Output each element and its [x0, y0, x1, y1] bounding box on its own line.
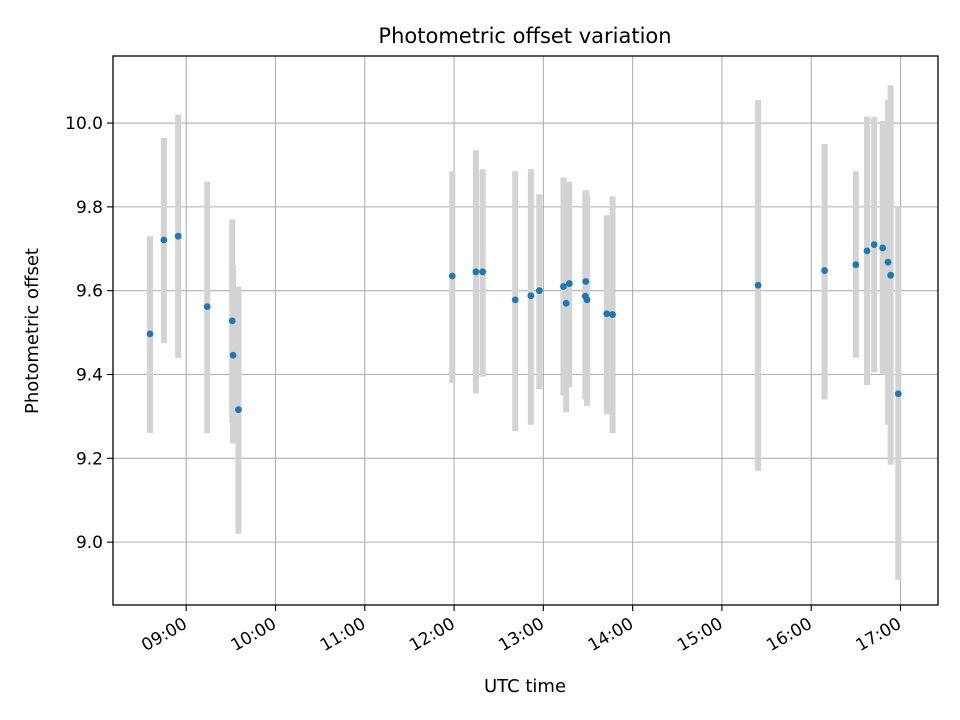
data-point: [894, 390, 902, 398]
data-point: [146, 330, 154, 338]
data-point: [863, 247, 871, 255]
y-tick-label: 9.0: [76, 533, 103, 553]
chart-title: Photometric offset variation: [378, 24, 671, 48]
y-tick-label: 9.6: [76, 282, 103, 302]
data-point: [228, 317, 236, 325]
data-point: [887, 271, 895, 279]
data-point: [174, 232, 182, 240]
plot-frame: [112, 55, 939, 606]
data-point: [582, 278, 590, 285]
y-tick-label: 9.2: [76, 449, 103, 469]
y-axis-title: Photometric offset: [22, 248, 43, 414]
data-point: [479, 268, 487, 276]
data-point: [565, 280, 573, 287]
data-point: [879, 244, 887, 252]
data-point: [203, 303, 211, 311]
data-point: [562, 299, 570, 307]
data-point: [884, 258, 892, 266]
data-point: [583, 296, 591, 304]
data-point: [527, 292, 535, 300]
data-point: [870, 241, 878, 248]
data-point: [160, 236, 168, 244]
data-point: [603, 310, 611, 318]
data-point: [560, 283, 567, 290]
data-point: [229, 351, 237, 359]
y-tick-label: 9.8: [76, 198, 103, 218]
data-point: [609, 311, 616, 318]
x-axis-title: UTC time: [484, 676, 566, 697]
y-axis-ticks: 9.0 9.2 9.4 9.6 9.8 10.0: [65, 114, 113, 553]
data-point: [852, 261, 860, 269]
y-tick-label: 10.0: [65, 114, 103, 134]
data-point: [472, 268, 480, 276]
data-point: [235, 406, 242, 414]
data-points: [146, 232, 902, 414]
data-point: [535, 287, 543, 295]
data-point: [754, 281, 762, 289]
grid-lines: [113, 56, 938, 605]
data-point: [821, 267, 829, 274]
data-point: [511, 296, 519, 304]
data-point: [448, 272, 456, 280]
y-tick-label: 9.4: [76, 366, 103, 386]
